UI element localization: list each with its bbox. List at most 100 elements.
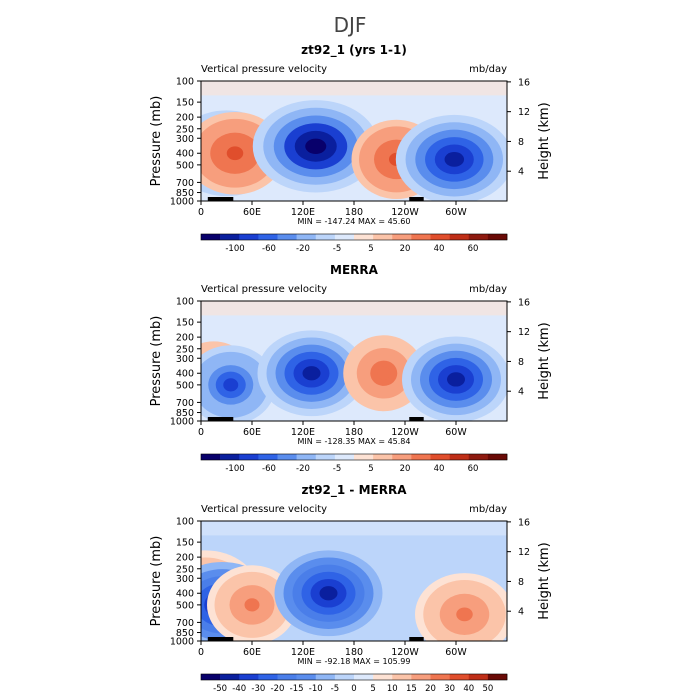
colorbar-swatch bbox=[411, 234, 431, 240]
colorbar-tick-label: -20 bbox=[296, 244, 310, 254]
colorbar-swatch bbox=[334, 234, 355, 240]
units-label: mb/day bbox=[469, 284, 507, 295]
x-tick-label: 120E bbox=[291, 647, 315, 658]
y-right-tick-label: 4 bbox=[518, 167, 524, 178]
panel-title: zt92_1 - MERRA bbox=[301, 483, 407, 498]
colorbar-tick-label: -5 bbox=[333, 464, 341, 474]
y-tick-label: 850 bbox=[176, 628, 194, 639]
colorbar-tick-label: -15 bbox=[290, 684, 304, 694]
y-tick-label: 700 bbox=[176, 398, 194, 409]
units-label: mb/day bbox=[469, 64, 507, 75]
colorbar-tick-label: 5 bbox=[368, 244, 373, 254]
colorbar-swatch bbox=[430, 674, 450, 680]
colorbar-swatch bbox=[258, 234, 278, 240]
colorbar-swatch bbox=[201, 674, 221, 680]
y-tick-label: 500 bbox=[176, 380, 194, 391]
colorbar-tick-label: 40 bbox=[463, 684, 474, 694]
contour-field bbox=[201, 301, 507, 421]
colorbar-swatch bbox=[258, 674, 278, 680]
y-tick-label: 700 bbox=[176, 178, 194, 189]
contour-ascent bbox=[447, 372, 465, 387]
contour-descent bbox=[456, 607, 473, 622]
colorbar-frame bbox=[200, 233, 508, 241]
x-tick-label: 120W bbox=[391, 647, 419, 658]
y-tick-label: 100 bbox=[176, 77, 194, 88]
y-right-tick-label: 16 bbox=[518, 517, 530, 528]
y-right-tick-label: 4 bbox=[518, 607, 524, 618]
colorbar-tick-label: 60 bbox=[468, 464, 479, 474]
colorbar-tick-label: -20 bbox=[296, 464, 310, 474]
colorbar-swatch bbox=[392, 454, 412, 460]
x-tick-label: 180 bbox=[345, 647, 363, 658]
y-tick-label: 500 bbox=[176, 600, 194, 611]
x-tick-label: 0 bbox=[198, 207, 204, 218]
colorbar-swatch bbox=[392, 234, 412, 240]
x-tick-label: 0 bbox=[198, 427, 204, 438]
colorbar-tick-label: 20 bbox=[400, 244, 411, 254]
y-tick-label: 150 bbox=[176, 98, 194, 109]
colorbar-swatch bbox=[239, 674, 259, 680]
colorbar-tick-label: 40 bbox=[434, 464, 445, 474]
contour-field bbox=[201, 521, 507, 641]
contour-descent bbox=[244, 598, 260, 612]
colorbar-frame bbox=[200, 673, 508, 681]
contour-ascent bbox=[223, 378, 239, 392]
variable-label: Vertical pressure velocity bbox=[201, 64, 327, 75]
y-tick-label: 200 bbox=[176, 333, 194, 344]
colorbar-swatch bbox=[220, 234, 240, 240]
colorbar-swatch bbox=[277, 454, 297, 460]
contour-ascent bbox=[319, 586, 338, 601]
topography-mask bbox=[207, 197, 234, 201]
colorbar-swatch bbox=[296, 674, 317, 680]
colorbar-swatch bbox=[315, 234, 336, 240]
topography-mask bbox=[409, 637, 424, 641]
y-tick-label: 500 bbox=[176, 160, 194, 171]
colorbar-swatch bbox=[411, 674, 431, 680]
colorbar-swatch bbox=[468, 454, 489, 460]
y-tick-label: 1000 bbox=[170, 417, 194, 428]
colorbar-tick-label: -5 bbox=[333, 244, 341, 254]
y-tick-label: 400 bbox=[176, 589, 194, 600]
y-tick-label: 200 bbox=[176, 553, 194, 564]
y-tick-label: 250 bbox=[176, 124, 194, 135]
colorbar-tick-label: -30 bbox=[251, 684, 265, 694]
y-right-tick-label: 16 bbox=[518, 297, 530, 308]
x-tick-label: 120W bbox=[391, 207, 419, 218]
colorbar-swatch bbox=[296, 234, 317, 240]
colorbar-tick-label: -5 bbox=[331, 684, 339, 694]
colorbar-swatch bbox=[334, 674, 355, 680]
panel-title: zt92_1 (yrs 1-1) bbox=[301, 43, 407, 58]
y-tick-label: 300 bbox=[176, 134, 194, 145]
colorbar-swatch bbox=[258, 454, 278, 460]
contour-descent bbox=[377, 366, 391, 380]
panel-3: zt92_1 - MERRA Vertical pressure velocity… bbox=[149, 483, 552, 694]
y-right-tick-label: 12 bbox=[518, 327, 530, 338]
colorbar-tick-label: 30 bbox=[444, 684, 455, 694]
contour-field bbox=[201, 81, 507, 201]
contour-ascent bbox=[302, 366, 321, 381]
x-tick-label: 60W bbox=[445, 427, 467, 438]
x-tick-label: 60E bbox=[243, 647, 261, 658]
y-tick-label: 150 bbox=[176, 538, 194, 549]
colorbar-swatch bbox=[430, 454, 450, 460]
colorbar-frame bbox=[200, 453, 508, 461]
colorbar-swatch bbox=[487, 674, 508, 680]
colorbar-swatch bbox=[220, 674, 240, 680]
colorbar-swatch bbox=[315, 674, 336, 680]
variable-label: Vertical pressure velocity bbox=[201, 504, 327, 515]
panel-1: zt92_1 (yrs 1-1) Vertical pressure veloci… bbox=[149, 43, 552, 254]
y-tick-label: 250 bbox=[176, 564, 194, 575]
upper-band bbox=[201, 81, 507, 96]
y-right-tick-label: 8 bbox=[518, 577, 524, 588]
x-tick-label: 60E bbox=[243, 427, 261, 438]
topography-mask bbox=[409, 417, 424, 421]
x-tick-label: 180 bbox=[345, 427, 363, 438]
x-tick-label: 0 bbox=[198, 647, 204, 658]
colorbar-tick-label: 50 bbox=[482, 684, 493, 694]
y-right-tick-label: 4 bbox=[518, 387, 524, 398]
x-tick-label: 60W bbox=[445, 207, 467, 218]
x-tick-label: 120E bbox=[291, 427, 315, 438]
y-tick-label: 1000 bbox=[170, 637, 194, 648]
